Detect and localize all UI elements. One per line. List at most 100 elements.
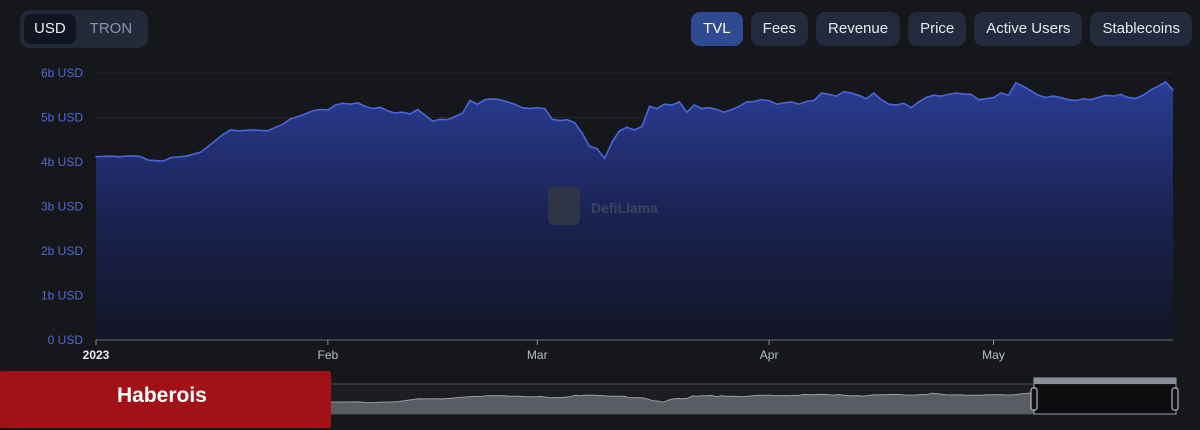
data-point (1104, 94, 1107, 97)
data-point (409, 113, 411, 115)
data-point (132, 155, 135, 157)
data-point (371, 107, 374, 110)
data-point (1037, 94, 1040, 97)
data-point (611, 141, 613, 143)
data-point (790, 101, 793, 103)
series-area-fill (96, 81, 1173, 341)
data-point (185, 155, 187, 157)
tab-price[interactable]: Price (908, 12, 967, 46)
data-point (648, 105, 651, 108)
data-point (903, 102, 905, 105)
data-point (499, 98, 501, 101)
data-point (738, 105, 740, 108)
data-point (461, 112, 464, 114)
data-point (162, 160, 165, 162)
data-point (1060, 96, 1062, 99)
data-point (1067, 98, 1070, 101)
data-point (558, 119, 561, 122)
data-point (1119, 93, 1122, 96)
data-point (117, 155, 120, 158)
data-point (394, 112, 397, 114)
data-point (1164, 81, 1167, 83)
data-point (379, 106, 382, 109)
data-point (985, 98, 987, 100)
data-point (1000, 92, 1002, 94)
data-point (529, 107, 531, 110)
data-point (701, 107, 703, 110)
brush-grip[interactable] (1034, 378, 1176, 384)
tab-tvl[interactable]: TVL (691, 12, 743, 46)
data-point (469, 99, 471, 102)
data-point (955, 92, 957, 94)
data-point (626, 126, 628, 129)
data-point (745, 101, 748, 103)
data-point (925, 96, 927, 99)
tab-stablecoins[interactable]: Stablecoins (1090, 12, 1192, 46)
data-point (716, 108, 718, 111)
data-point (297, 115, 299, 118)
data-point (289, 118, 292, 120)
data-point (491, 98, 494, 100)
data-point (805, 100, 808, 103)
data-point (1142, 94, 1144, 97)
data-point (334, 104, 337, 106)
y-tick-label: 0 USD (48, 333, 84, 347)
data-point (1022, 85, 1025, 88)
data-point (267, 130, 269, 132)
data-point (1015, 82, 1017, 84)
data-point (618, 130, 621, 132)
data-point (686, 111, 688, 113)
data-point (850, 92, 853, 94)
x-tick-label: 2023 (83, 348, 110, 362)
data-point (312, 110, 314, 112)
brush-right-handle[interactable] (1171, 387, 1179, 411)
data-point (798, 103, 800, 105)
tab-fees[interactable]: Fees (750, 12, 809, 46)
data-point (1052, 95, 1055, 97)
x-tick-label: May (982, 348, 1005, 362)
data-point (573, 122, 576, 124)
currency-option-usd[interactable]: USD (24, 14, 76, 44)
data-point (940, 95, 942, 97)
data-point (506, 101, 509, 103)
data-point (536, 106, 539, 109)
data-point (873, 92, 875, 94)
y-tick-label: 4b USD (41, 155, 83, 169)
data-point (895, 104, 898, 106)
metric-tabs: TVL Fees Revenue Price Active Users Stab… (691, 12, 1192, 46)
data-point (656, 107, 658, 110)
tab-revenue[interactable]: Revenue (816, 12, 901, 46)
tab-active-users[interactable]: Active Users (974, 12, 1083, 46)
data-point (760, 98, 763, 101)
data-point (446, 118, 449, 121)
data-point (170, 156, 172, 159)
data-point (932, 94, 935, 97)
data-point (1172, 89, 1174, 91)
data-point (521, 106, 524, 109)
currency-option-tron[interactable]: TRON (89, 20, 133, 37)
data-point (207, 145, 209, 148)
data-point (962, 93, 965, 95)
data-point (237, 130, 239, 132)
data-point (880, 98, 883, 101)
data-point (753, 100, 755, 103)
y-tick-label: 1b USD (41, 289, 83, 303)
data-point (947, 93, 950, 96)
data-point (596, 147, 598, 150)
x-tick-label: Feb (318, 348, 339, 362)
data-point (820, 92, 823, 94)
data-point (970, 93, 972, 96)
data-point (514, 103, 516, 105)
data-point (424, 114, 426, 117)
brush-left-handle[interactable] (1030, 387, 1038, 411)
data-point (1089, 98, 1092, 101)
data-point (1097, 96, 1099, 99)
series-area (95, 80, 1174, 341)
data-point (843, 90, 845, 93)
data-point (1075, 99, 1077, 102)
y-tick-label: 2b USD (41, 244, 83, 258)
data-point (813, 99, 815, 102)
data-point (364, 105, 367, 108)
y-tick-label: 5b USD (41, 111, 83, 125)
